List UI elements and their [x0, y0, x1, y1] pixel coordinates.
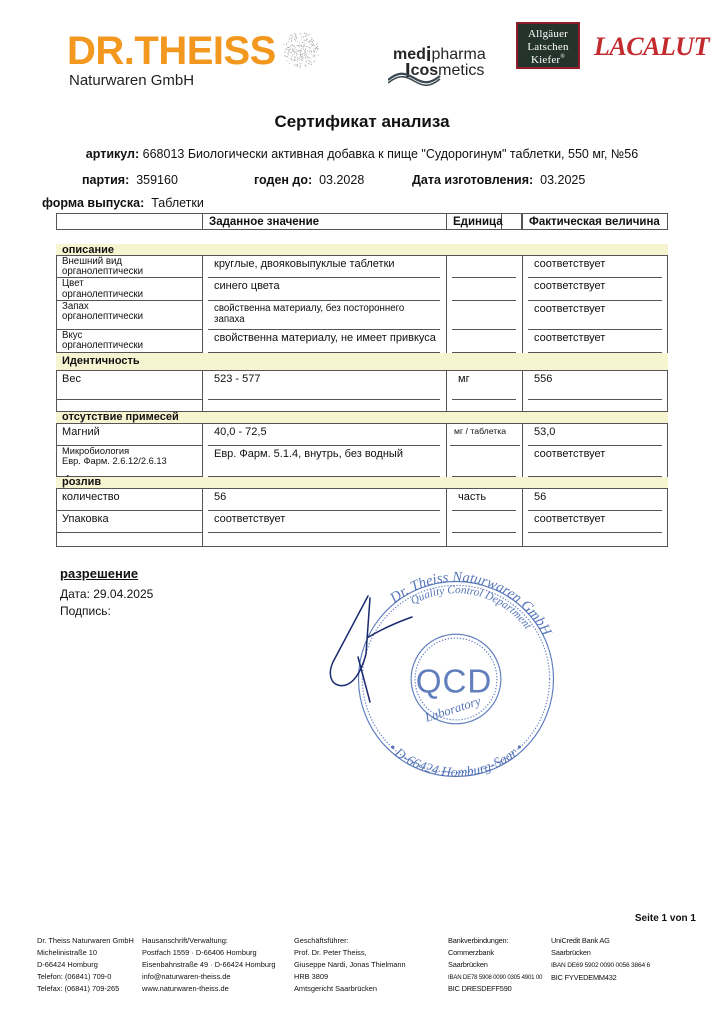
svg-text:• D-66424 Homburg-Saar •: • D-66424 Homburg-Saar •	[386, 740, 527, 780]
